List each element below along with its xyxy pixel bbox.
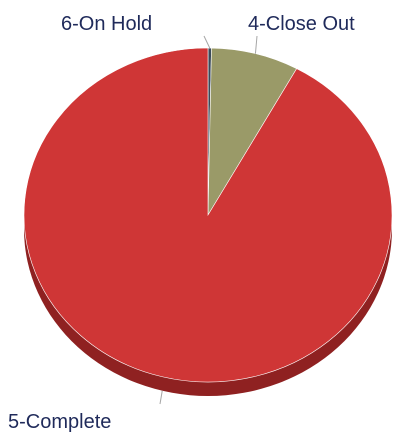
leader-line-4-close-out: [254, 35, 258, 54]
leader-line-6-on-hold: [203, 35, 211, 49]
leader-line-5-complete: [159, 390, 163, 405]
label-5-complete: 5-Complete: [8, 411, 111, 433]
slice-5-complete: [23, 47, 393, 383]
label-6-on-hold: 6-On Hold: [61, 13, 152, 35]
leader-lines: [159, 35, 258, 405]
label-4-close-out: 4-Close Out: [248, 13, 355, 35]
pie-labels: 6-On Hold 4-Close Out 5-Complete: [8, 13, 355, 433]
pie-slices: [23, 47, 393, 383]
